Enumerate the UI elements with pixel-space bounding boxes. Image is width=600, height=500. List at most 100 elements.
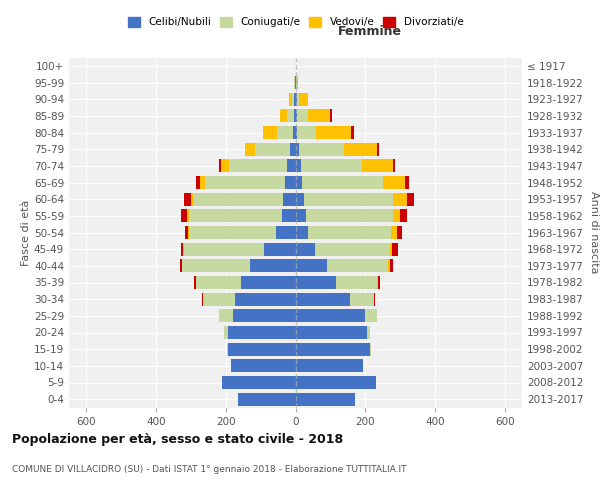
Bar: [250, 260, 296, 272]
Bar: [203, 292, 235, 306]
Bar: [377, 276, 378, 289]
Bar: [294, 76, 295, 89]
Bar: [182, 260, 250, 272]
Bar: [296, 392, 355, 406]
Bar: [296, 210, 306, 222]
Bar: [188, 226, 189, 239]
Bar: [297, 126, 316, 139]
Bar: [296, 326, 367, 339]
Bar: [351, 126, 354, 139]
Bar: [287, 110, 294, 122]
Bar: [292, 92, 295, 106]
Bar: [389, 260, 393, 272]
Bar: [223, 376, 296, 389]
Bar: [296, 310, 365, 322]
Bar: [350, 292, 374, 306]
Bar: [367, 326, 370, 339]
Bar: [393, 192, 407, 205]
Bar: [194, 276, 196, 289]
Bar: [296, 192, 304, 205]
Bar: [289, 92, 292, 106]
Bar: [378, 276, 380, 289]
Bar: [231, 360, 296, 372]
Bar: [183, 242, 184, 256]
Bar: [308, 226, 391, 239]
Bar: [308, 110, 331, 122]
Bar: [383, 176, 405, 189]
Bar: [219, 310, 233, 322]
Bar: [362, 160, 393, 172]
Bar: [299, 142, 344, 156]
Bar: [280, 110, 287, 122]
Bar: [296, 176, 302, 189]
Bar: [295, 92, 296, 106]
Bar: [238, 392, 296, 406]
Bar: [245, 142, 256, 156]
Bar: [287, 160, 296, 172]
Bar: [181, 242, 183, 256]
Bar: [227, 326, 296, 339]
Bar: [196, 276, 241, 289]
Bar: [299, 92, 308, 106]
Bar: [263, 126, 277, 139]
Bar: [227, 342, 296, 355]
Bar: [229, 160, 287, 172]
Bar: [374, 292, 375, 306]
Bar: [185, 226, 188, 239]
Bar: [256, 142, 290, 156]
Bar: [296, 292, 350, 306]
Bar: [335, 276, 377, 289]
Y-axis label: Fasce di età: Fasce di età: [21, 200, 31, 266]
Bar: [306, 210, 393, 222]
Bar: [184, 192, 191, 205]
Bar: [297, 110, 308, 122]
Bar: [277, 226, 296, 239]
Bar: [397, 226, 402, 239]
Bar: [314, 242, 389, 256]
Bar: [389, 242, 392, 256]
Bar: [293, 126, 296, 139]
Bar: [304, 192, 393, 205]
Bar: [219, 160, 221, 172]
Y-axis label: Anni di nascita: Anni di nascita: [589, 191, 599, 274]
Bar: [189, 226, 277, 239]
Bar: [283, 192, 296, 205]
Bar: [281, 210, 296, 222]
Bar: [189, 210, 281, 222]
Bar: [200, 176, 205, 189]
Bar: [241, 276, 296, 289]
Bar: [294, 110, 296, 122]
Bar: [296, 376, 376, 389]
Bar: [344, 142, 377, 156]
Bar: [285, 176, 296, 189]
Bar: [316, 126, 351, 139]
Bar: [290, 142, 296, 156]
Bar: [296, 260, 327, 272]
Bar: [296, 76, 298, 89]
Bar: [331, 110, 332, 122]
Bar: [296, 226, 308, 239]
Bar: [407, 192, 414, 205]
Bar: [202, 292, 203, 306]
Bar: [392, 242, 398, 256]
Bar: [327, 260, 388, 272]
Bar: [221, 160, 229, 172]
Bar: [264, 242, 296, 256]
Bar: [181, 210, 187, 222]
Bar: [365, 310, 377, 322]
Bar: [296, 242, 314, 256]
Bar: [184, 242, 264, 256]
Bar: [400, 210, 407, 222]
Bar: [393, 210, 400, 222]
Legend: Celibi/Nubili, Coniugati/e, Vedovi/e, Divorziati/e: Celibi/Nubili, Coniugati/e, Vedovi/e, Di…: [128, 17, 463, 28]
Bar: [377, 142, 379, 156]
Text: Femmine: Femmine: [338, 25, 402, 38]
Bar: [301, 160, 362, 172]
Bar: [233, 310, 296, 322]
Bar: [193, 192, 283, 205]
Text: Popolazione per età, sesso e stato civile - 2018: Popolazione per età, sesso e stato civil…: [12, 432, 343, 446]
Bar: [235, 292, 296, 306]
Bar: [196, 176, 200, 189]
Bar: [180, 260, 182, 272]
Bar: [370, 342, 371, 355]
